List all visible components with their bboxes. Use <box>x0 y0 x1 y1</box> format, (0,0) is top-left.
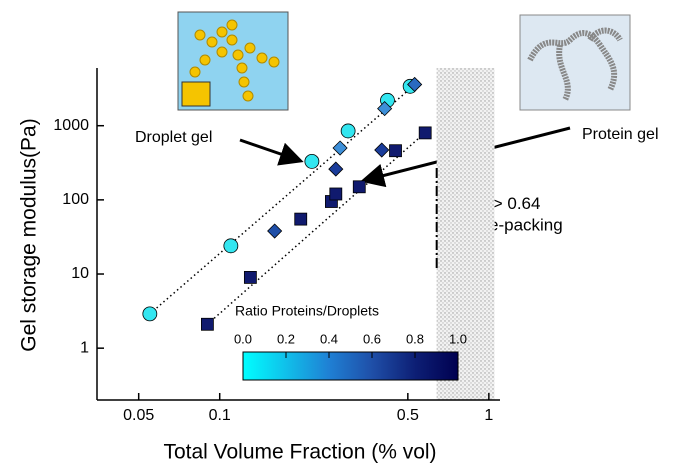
annotation: Droplet gel <box>135 129 212 146</box>
y-tick-label: 1 <box>80 339 89 356</box>
point <box>340 123 356 139</box>
y-tick-label: 100 <box>62 191 89 208</box>
point <box>267 223 283 239</box>
point <box>328 161 344 177</box>
point <box>142 306 158 322</box>
point <box>389 144 402 158</box>
point <box>407 76 423 93</box>
annotation: Protein gel <box>582 126 659 143</box>
inset-protein <box>519 14 631 111</box>
colorbar-tick-label: 0.0 <box>234 331 252 346</box>
point <box>352 180 366 194</box>
x-tick-label: 1 <box>484 407 493 424</box>
arrow <box>239 138 304 166</box>
y-tick-label: 1000 <box>53 117 89 134</box>
colorbar-tick-label: 1.0 <box>449 331 467 346</box>
colorbar-tick-label: 0.6 <box>363 331 381 346</box>
inset-droplet <box>177 11 289 111</box>
y-tick-label: 10 <box>71 265 89 282</box>
point <box>418 126 432 140</box>
close-packing-region <box>436 68 495 400</box>
colorbar-title: Ratio Proteins/Droplets <box>235 303 379 319</box>
x-axis-label: Total Volume Fraction (% vol) <box>163 441 436 464</box>
point <box>294 212 308 226</box>
colorbar-tick-label: 0.2 <box>277 331 295 346</box>
point <box>304 154 320 169</box>
x-tick-label: 0.5 <box>397 407 419 424</box>
point <box>200 317 214 331</box>
point <box>329 187 343 201</box>
colorbar-tick-label: 0.4 <box>320 331 338 346</box>
x-tick-label: 0.1 <box>209 407 231 424</box>
point <box>377 101 393 117</box>
point <box>223 238 239 254</box>
y-axis-label: Gel storage modulus(Pa) <box>18 118 41 351</box>
fit-line <box>149 80 420 315</box>
x-tick-label: 0.05 <box>123 407 154 424</box>
point <box>243 271 257 284</box>
colorbar <box>242 351 459 381</box>
point <box>332 140 348 156</box>
colorbar-tick-label: 0.8 <box>406 331 424 346</box>
point <box>374 142 390 158</box>
